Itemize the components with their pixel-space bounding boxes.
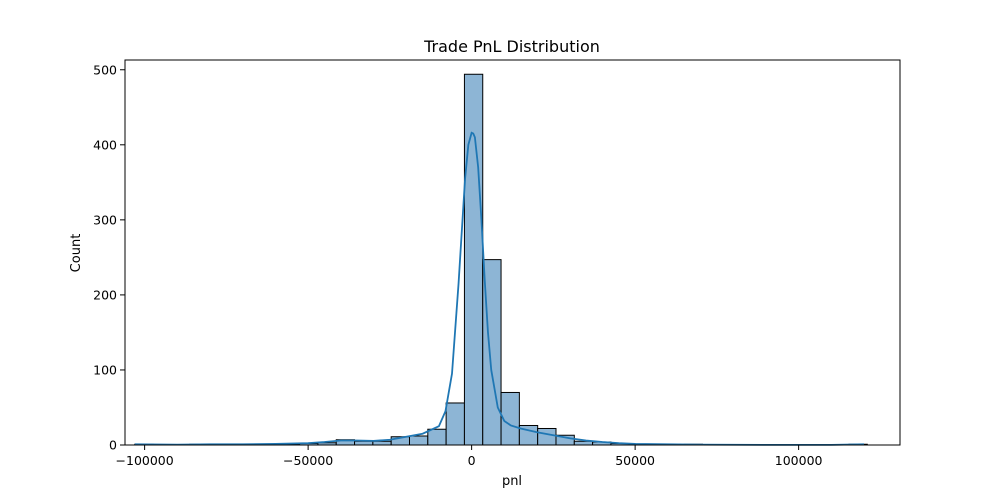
- plot-frame: [124, 59, 901, 446]
- histogram-bar: [408, 435, 429, 446]
- y-axis-ticks: 0 100 200 300 400 500: [93, 62, 125, 453]
- histogram-bar: [537, 427, 557, 446]
- y-tick-label: 200: [93, 287, 117, 302]
- x-axis-ticks: −100000 −50000 0 50000 100000: [116, 445, 823, 468]
- x-tick-label: 0: [468, 453, 476, 468]
- histogram-bar: [354, 440, 374, 446]
- x-tick-label: 50000: [615, 453, 655, 468]
- histogram-bar: [427, 428, 447, 446]
- x-tick-label: −50000: [283, 453, 333, 468]
- y-tick-label: 500: [93, 62, 117, 77]
- histogram-bar: [573, 440, 594, 446]
- x-tick-label: −100000: [116, 453, 174, 468]
- bars-group: [134, 73, 868, 446]
- histogram-bar: [463, 73, 484, 446]
- histogram-bar: [445, 402, 465, 446]
- y-tick-label: 100: [93, 362, 117, 377]
- x-tick-label: 100000: [775, 453, 823, 468]
- y-axis-label: Count: [69, 234, 84, 273]
- y-tick-label: 300: [93, 212, 117, 227]
- histogram-bar: [372, 440, 392, 446]
- y-tick-label: 400: [93, 137, 117, 152]
- y-tick-label: 0: [109, 438, 117, 453]
- kde-curve: [134, 131, 865, 446]
- x-axis-label: pnl: [502, 474, 522, 489]
- chart-title: Trade PnL Distribution: [423, 37, 600, 56]
